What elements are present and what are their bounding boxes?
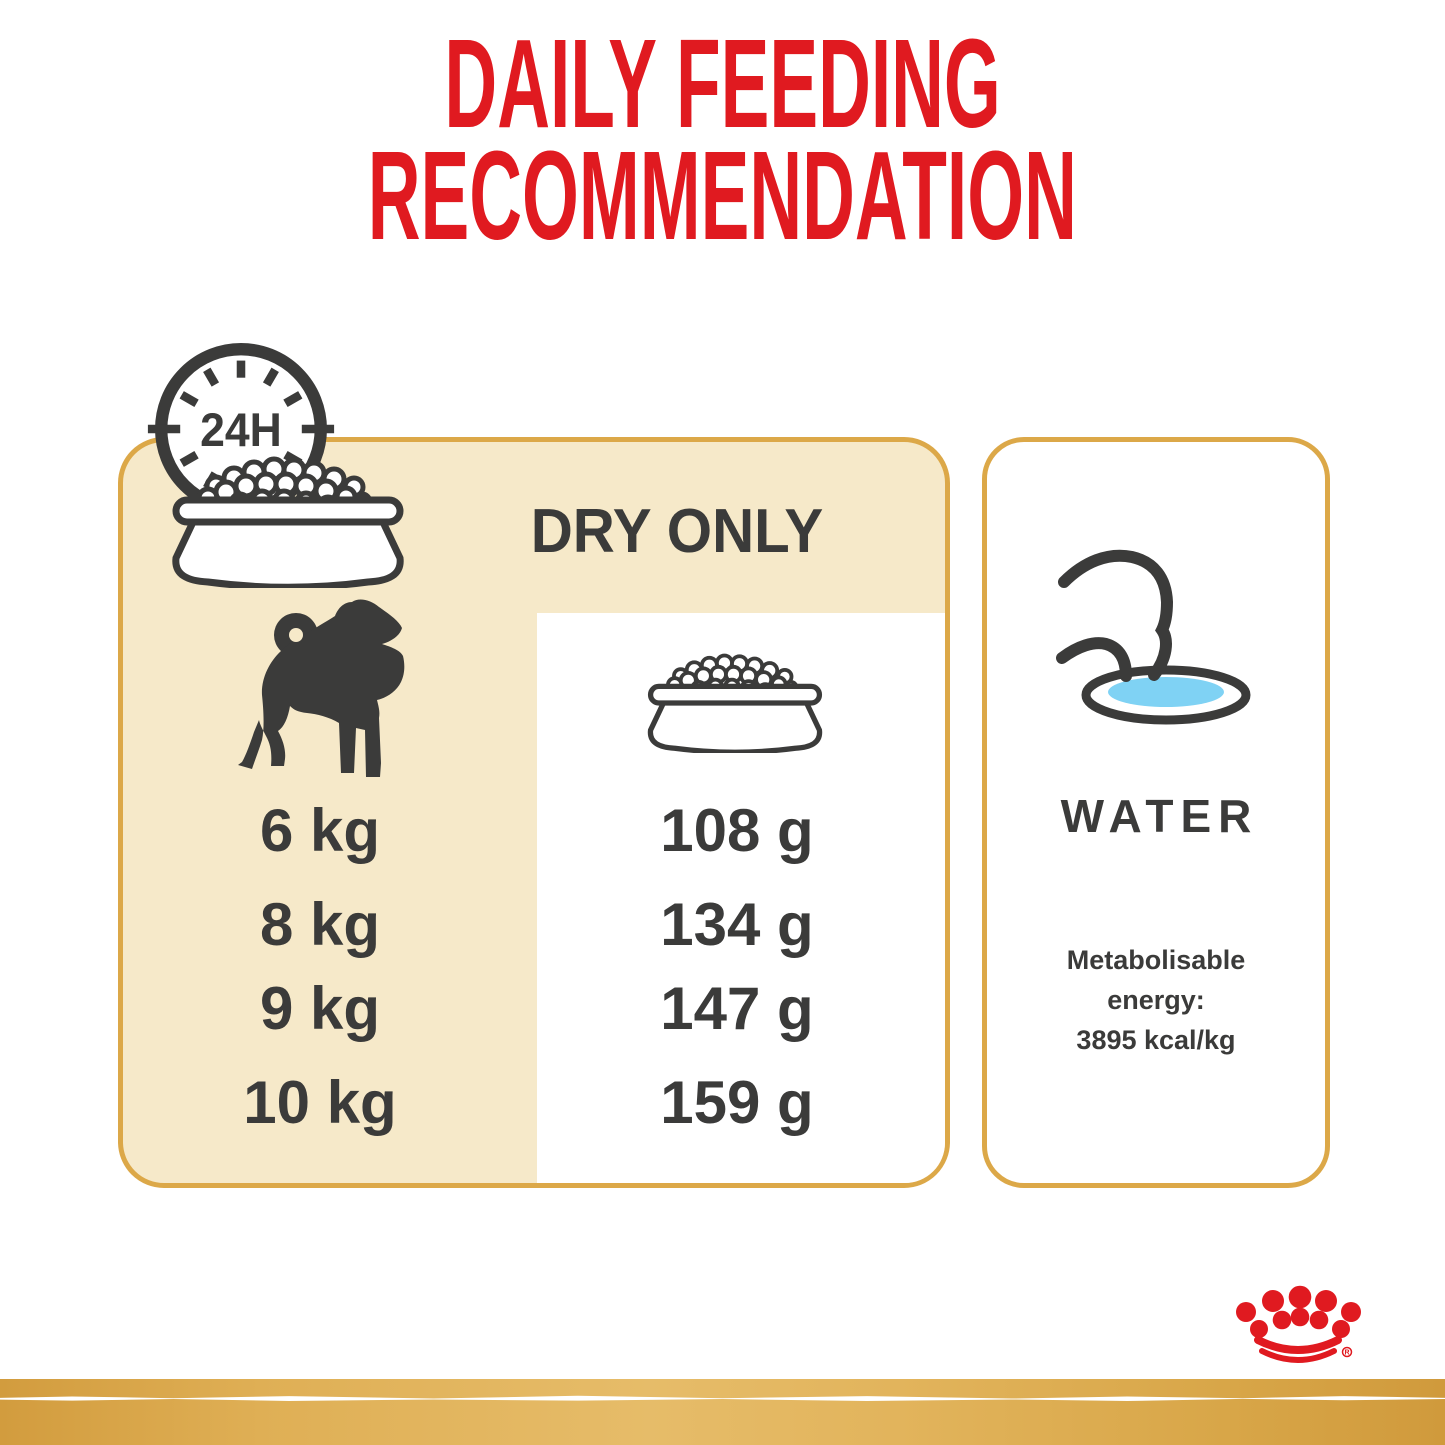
crown-arcs xyxy=(1254,1336,1342,1363)
energy-label: Metabolisable energy: xyxy=(1066,945,1246,1015)
weight-cell: 6 kg xyxy=(259,797,381,864)
energy-value: 3895 kcal/kg xyxy=(1076,1025,1236,1055)
kibble-bowl-icon-small xyxy=(637,653,833,753)
registered-mark-circle xyxy=(1341,1346,1353,1358)
brush-stroke-highlight xyxy=(0,1395,1445,1401)
bowl-body xyxy=(172,516,404,588)
bowl-rim xyxy=(172,496,404,526)
clock-24h-label: 24H xyxy=(200,404,282,457)
dry-only-heading: DRY ONLY xyxy=(530,497,824,566)
title-line-1: DAILY FEEDING xyxy=(444,13,1001,154)
kibble-bowl-icon-large xyxy=(172,456,404,588)
water-panel: WATER Metabolisable energy: 3895 kcal/kg xyxy=(982,437,1330,1188)
weight-cell: 9 kg xyxy=(259,975,381,1042)
dog-muzzle-outline xyxy=(1056,549,1174,682)
amount-cell: 159 g xyxy=(660,1069,814,1136)
amount-cell: 108 g xyxy=(660,797,814,864)
title-line-2: RECOMMENDATION xyxy=(367,125,1078,266)
amount-cell: 134 g xyxy=(660,891,814,958)
gold-footer-bar xyxy=(0,1379,1445,1445)
pug-silhouette-icon xyxy=(238,599,405,777)
dog-drinking-water-icon xyxy=(1056,549,1251,725)
tail-curl-detail xyxy=(289,628,303,642)
crown-dots xyxy=(1236,1285,1361,1338)
page-title: DAILY FEEDING RECOMMENDATION xyxy=(0,13,1445,266)
water-heading: WATER xyxy=(1060,790,1259,842)
weight-cell: 10 kg xyxy=(243,1069,397,1136)
weight-cell: 8 kg xyxy=(259,891,381,958)
water-surface xyxy=(1108,677,1224,707)
registered-mark: R xyxy=(1344,1350,1349,1357)
metabolisable-energy-text: Metabolisable energy: 3895 kcal/kg xyxy=(1036,940,1276,1060)
royal-canin-crown-logo: R xyxy=(1236,1285,1361,1363)
amount-cell: 147 g xyxy=(660,975,814,1042)
